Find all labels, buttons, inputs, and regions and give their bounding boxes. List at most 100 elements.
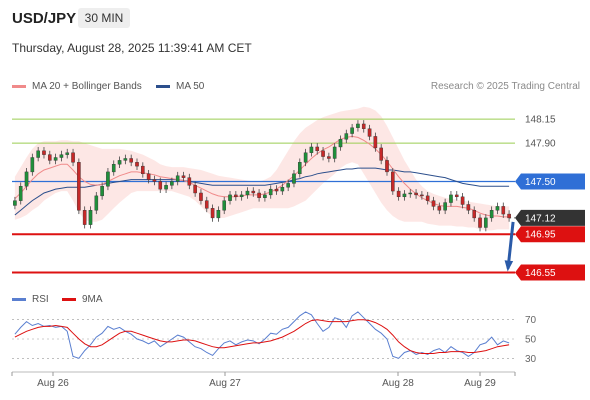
rsi-tick-label: 50 <box>525 335 537 346</box>
candle-body <box>420 194 424 197</box>
candle-body <box>431 200 436 207</box>
level-tag-bg <box>515 209 585 226</box>
candle <box>65 148 70 159</box>
candle <box>489 206 494 222</box>
chart-header: USD/JPY 30 MIN <box>0 0 590 36</box>
candle <box>181 171 186 182</box>
candle-body <box>100 186 104 197</box>
timeframe-badge[interactable]: 30 MIN <box>78 8 130 28</box>
candle-body <box>13 200 17 206</box>
candle <box>507 210 511 222</box>
candle <box>24 168 29 191</box>
candle-body <box>158 181 163 190</box>
candle <box>234 191 238 201</box>
candle-body <box>106 171 110 187</box>
candle-body <box>425 195 430 201</box>
candle-body <box>332 146 337 159</box>
candle-body <box>146 173 151 180</box>
candle <box>164 181 168 193</box>
candle-body <box>292 173 296 184</box>
legend-ma50-swatch <box>156 85 170 88</box>
candle-body <box>454 194 459 198</box>
candle-body <box>315 146 320 152</box>
candle-body <box>361 123 366 129</box>
candle <box>111 160 116 176</box>
candle-body <box>65 152 70 155</box>
candle <box>385 156 389 176</box>
candle-body <box>24 171 29 187</box>
candle-body <box>77 162 81 211</box>
candle <box>257 189 261 202</box>
candle <box>408 189 413 198</box>
candle-body <box>338 139 343 148</box>
candle <box>327 152 331 163</box>
candle-body <box>234 194 238 198</box>
level-tag-bg <box>515 226 585 243</box>
candle <box>332 143 337 163</box>
level-tag-text: 146.55 <box>525 268 556 279</box>
level-tag-146.95: 146.95 <box>515 226 585 243</box>
legend-rsi-label: RSI <box>32 294 49 305</box>
candle <box>402 190 407 201</box>
candle-body <box>210 208 215 219</box>
candle-body <box>204 200 209 209</box>
candle-body <box>245 190 250 196</box>
candle <box>36 146 40 162</box>
candle <box>251 187 256 197</box>
candle <box>350 123 354 138</box>
candle <box>204 196 209 213</box>
candle-body <box>303 152 308 163</box>
candle-body <box>268 188 273 196</box>
candle <box>94 192 99 215</box>
candle <box>100 182 104 200</box>
candle-body <box>222 200 227 211</box>
candle <box>263 191 267 202</box>
candle-body <box>181 175 186 178</box>
level-tag-text: 147.12 <box>525 213 556 224</box>
x-tick-label: Aug 28 <box>382 378 414 389</box>
candle-body <box>257 192 261 198</box>
candle-body <box>175 175 180 182</box>
candle-body <box>170 181 174 186</box>
candle <box>274 185 279 195</box>
candle <box>460 192 465 209</box>
candle-body <box>437 206 442 211</box>
candle <box>141 162 145 178</box>
candle <box>216 206 221 222</box>
candle <box>297 158 302 178</box>
candle <box>193 181 197 197</box>
candle-body <box>489 210 494 219</box>
candle-body <box>408 192 413 195</box>
candle <box>361 120 366 133</box>
candle-body <box>449 194 453 203</box>
candle-body <box>111 164 116 173</box>
legend-ma50: MA 50 <box>156 81 204 92</box>
candle <box>431 196 436 211</box>
candle <box>59 150 64 162</box>
candle-body <box>495 206 500 211</box>
legend-ma50-label: MA 50 <box>176 81 205 92</box>
candle-body <box>42 150 46 155</box>
candle <box>367 124 372 141</box>
candle <box>420 191 424 200</box>
candle-body <box>36 150 40 158</box>
legend-ma20-swatch <box>12 85 26 88</box>
candle-body <box>263 194 267 198</box>
level-tag-147.90: 147.90 <box>525 139 556 150</box>
level-tag-147.50: 147.50 <box>515 173 585 190</box>
candle-body <box>164 185 168 190</box>
candle-body <box>199 192 203 201</box>
candle <box>292 169 296 188</box>
candle-body <box>391 171 395 192</box>
candle <box>71 148 75 167</box>
candle-body <box>94 195 99 211</box>
candle <box>443 198 447 215</box>
candle <box>13 196 17 210</box>
candle <box>466 200 471 215</box>
candle <box>30 153 35 176</box>
candle <box>338 135 343 151</box>
rsi-ma-line <box>14 319 510 354</box>
candle <box>135 158 139 170</box>
candle <box>321 146 325 161</box>
